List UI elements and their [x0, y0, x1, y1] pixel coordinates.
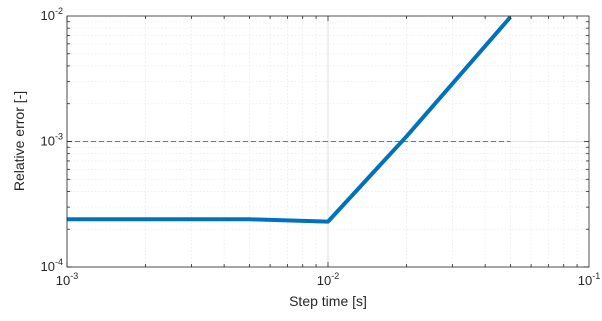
- y-tick-label: 10-3: [41, 132, 63, 149]
- x-tick-label: 10-2: [317, 271, 339, 288]
- x-tick-label: 10-3: [56, 271, 78, 288]
- plot-area: [67, 15, 512, 224]
- ticks: 10-3 10-2 10-110-410-310-2: [41, 6, 601, 288]
- y-axis-label: Relative error [-]: [11, 91, 27, 191]
- x-axis-label: Step time [s]: [289, 293, 367, 309]
- y-tick-label: 10-2: [41, 6, 63, 23]
- x-tick-label: 10-1: [578, 271, 600, 288]
- series-line: [67, 15, 512, 224]
- y-tick-label: 10-4: [41, 257, 63, 274]
